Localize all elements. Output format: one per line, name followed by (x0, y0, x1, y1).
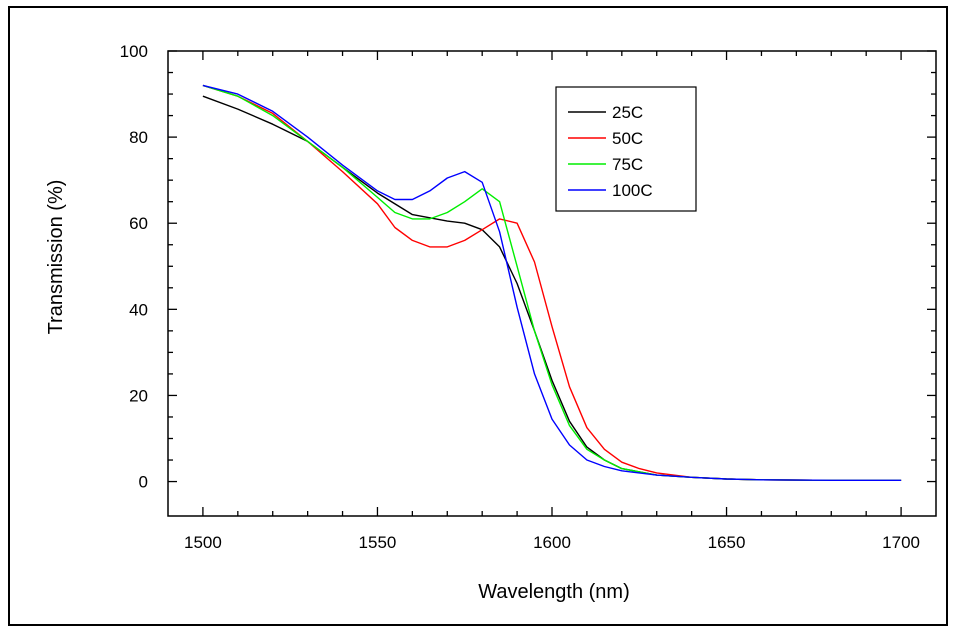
y-tick-label: 0 (139, 473, 148, 492)
y-tick-label: 80 (129, 128, 148, 147)
y-tick-label: 100 (120, 42, 148, 61)
x-axis-title: Wavelength (nm) (478, 581, 630, 603)
legend-label-100c: 100C (612, 181, 653, 200)
x-tick-label: 1500 (184, 533, 222, 552)
legend-label-50c: 50C (612, 129, 643, 148)
series-line-50c (202, 84, 902, 481)
x-tick-label: 1700 (882, 533, 920, 552)
x-tick-label: 1550 (359, 533, 397, 552)
transmission-chart: 1500 1550 1600 1650 1700 0 20 40 60 80 100 25C 50C 7… (45, 42, 937, 603)
x-tick-label: 1600 (533, 533, 571, 552)
series-line-25c (202, 95, 902, 481)
y-tick-label: 60 (129, 214, 148, 233)
legend: 25C 50C 75C 100C (555, 86, 697, 212)
y-tick-label: 20 (129, 386, 148, 405)
series-line-75c (202, 84, 902, 481)
series-layer (202, 84, 902, 481)
legend-label-75c: 75C (612, 155, 643, 174)
series-line-100c (202, 84, 902, 481)
legend-label-25c: 25C (612, 103, 643, 122)
axes-group: 1500 1550 1600 1650 1700 0 20 40 60 80 100 (120, 42, 937, 552)
y-tick-label: 40 (129, 300, 148, 319)
chart-frame: 1500 1550 1600 1650 1700 0 20 40 60 80 100 25C 50C 7… (8, 6, 948, 626)
y-axis-title: Transmission (%) (45, 180, 67, 335)
plot-area-border (167, 50, 937, 517)
x-tick-label: 1650 (708, 533, 746, 552)
